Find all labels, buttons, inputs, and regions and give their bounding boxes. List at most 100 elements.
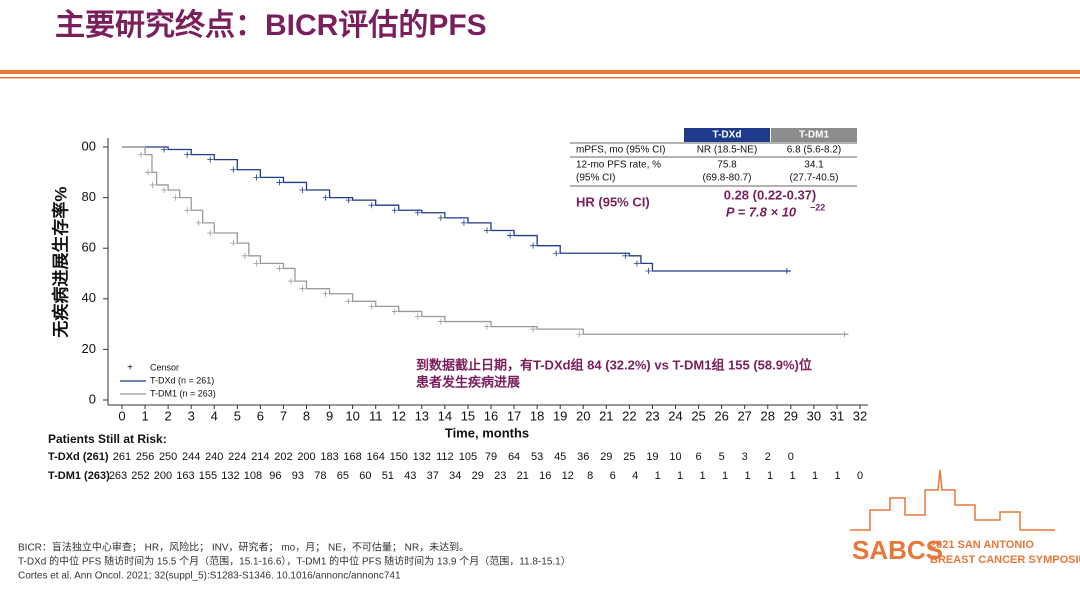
censor-mark [841,331,848,338]
censor-mark [161,146,168,153]
censor-mark [633,260,640,267]
risk-count: 0 [857,470,863,482]
risk-label: T-DM1 (263) [48,470,110,482]
table-cell: 12-mo PFS rate, % [576,160,661,171]
risk-count: 36 [577,451,589,463]
censor-mark [207,230,214,237]
risk-count: 1 [745,470,751,482]
x-tick-label: 27 [737,408,751,423]
x-tick-label: 16 [484,408,498,423]
censor-mark [484,227,490,234]
risk-count: 132 [221,470,239,482]
hr-value: 0.28 (0.22-0.37) [724,187,817,202]
footnote: T-DXd 的中位 PFS 随访时间为 15.5 个月（范围，15.1-16.6… [18,555,571,568]
x-tick-label: 6 [257,408,264,423]
censor-mark [287,278,294,285]
censor-mark [230,240,237,247]
table-cell: 34.1 [804,160,824,171]
table-cell: 75.8 [717,160,737,171]
risk-count: 163 [176,470,194,482]
censor-mark [437,214,444,221]
risk-count: 1 [812,470,818,482]
risk-count: 21 [517,470,529,482]
legend-symbol: + [127,363,133,374]
slide-title: 主要研究终点：BICR评估的PFS [55,8,487,42]
censor-mark [253,174,260,181]
risk-count: 25 [623,451,635,463]
censor-mark [276,179,283,186]
censor-mark [645,267,652,274]
table-cell: mPFS, mo (95% CI) [576,145,665,156]
x-tick-label: 15 [461,408,475,423]
risk-count: 10 [669,451,681,463]
x-tick-label: 3 [188,408,195,423]
censor-mark [144,169,151,176]
risk-count: 78 [314,470,326,482]
x-tick-label: 4 [211,408,218,423]
x-tick-label: 12 [392,408,406,423]
y-tick-label: 40 [82,290,96,305]
censor-mark [276,265,283,272]
p-exponent: −22 [810,202,825,212]
x-tick-label: 21 [599,408,613,423]
risk-count: 155 [199,470,217,482]
risk-count: 1 [767,470,773,482]
censor-mark [460,219,467,226]
risk-count: 6 [610,470,616,482]
censor-mark [253,260,260,267]
risk-count: 183 [320,451,338,463]
x-tick-label: 25 [691,408,705,423]
y-tick-label: 60 [82,240,96,255]
censor-mark [783,267,790,274]
censor-mark [184,207,191,214]
risk-count: 19 [646,451,658,463]
risk-count: 200 [154,470,172,482]
risk-count: 45 [554,451,566,463]
logo [850,469,1055,531]
risk-count: 23 [494,470,506,482]
x-tick-label: 32 [853,408,867,423]
x-tick-label: 17 [507,408,521,423]
risk-count: 1 [834,470,840,482]
risk-count: 112 [436,451,454,463]
table-cell: (95% CI) [576,173,615,184]
censor-mark [161,187,168,194]
footnote: Cortes et al. Ann Oncol. 2021; 32(suppl_… [18,571,401,582]
censor-mark [553,250,560,257]
risk-count: 5 [719,451,725,463]
x-axis-label: Time, months [445,425,529,440]
risk-count: 65 [337,470,349,482]
risk-count: 6 [696,451,702,463]
y-tick-label: 0 [89,391,96,406]
x-tick-label: 9 [326,408,333,423]
table-cell: (69.8-80.7) [703,173,752,184]
y-tick-label: 20 [82,341,96,356]
risk-count: 1 [655,470,661,482]
risk-count: 2 [765,451,771,463]
risk-count: 250 [159,451,177,463]
x-tick-label: 10 [345,408,359,423]
y-axis-label: 无疾病进展生存率% [50,186,70,338]
risk-count: 4 [632,470,638,482]
risk-count: 202 [274,451,292,463]
y-tick-label: 80 [82,189,96,204]
censor-mark [368,202,375,209]
table-header: T-DM1 [799,130,829,141]
risk-count: 1 [789,470,795,482]
x-tick-label: 18 [530,408,544,423]
risk-count: 79 [485,451,497,463]
risk-count: 96 [269,470,281,482]
risk-count: 263 [109,470,127,482]
legend-label: T-DXd (n = 261) [150,375,214,385]
x-tick-label: 24 [668,408,682,423]
censor-mark [230,166,237,173]
risk-count: 252 [131,470,149,482]
censor-mark [138,151,145,158]
risk-count: 224 [228,451,246,463]
risk-count: 51 [382,470,394,482]
risk-count: 108 [244,470,262,482]
x-tick-label: 19 [553,408,567,423]
header-cell [771,128,857,142]
x-tick-label: 11 [369,408,383,423]
